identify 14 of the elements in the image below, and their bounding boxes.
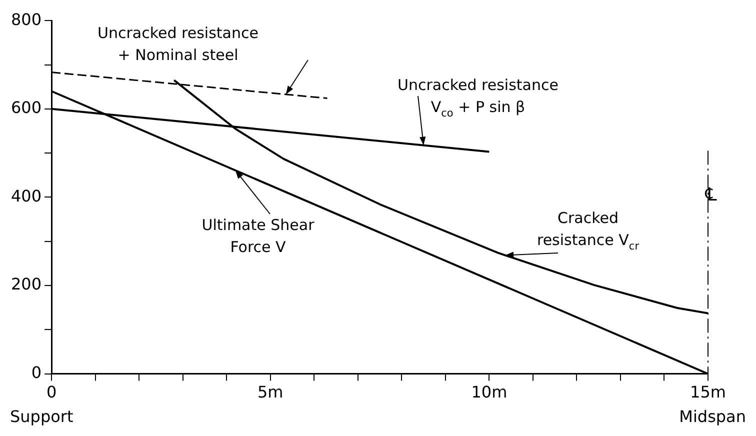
text: Support bbox=[10, 407, 74, 426]
x-tick-label: 0 bbox=[46, 382, 57, 402]
y-tick-label: 200 bbox=[10, 274, 42, 294]
x-tick-label: 15m bbox=[690, 382, 726, 402]
y-tick-label: 0 bbox=[31, 362, 42, 382]
x-tick-label: 5m bbox=[257, 382, 284, 402]
series-label: Ultimate Shear Force V bbox=[202, 216, 316, 256]
y-tick-label: 600 bbox=[10, 98, 42, 118]
ref-line-label: ℄ bbox=[704, 184, 718, 206]
y-tick-label: 400 bbox=[10, 186, 42, 206]
y-tick-label: 800 bbox=[10, 10, 42, 29]
text: Midspan bbox=[679, 407, 746, 426]
x-tick-label: 10m bbox=[471, 382, 508, 402]
series-label: Uncracked resistance + Nominal steel bbox=[98, 24, 258, 64]
